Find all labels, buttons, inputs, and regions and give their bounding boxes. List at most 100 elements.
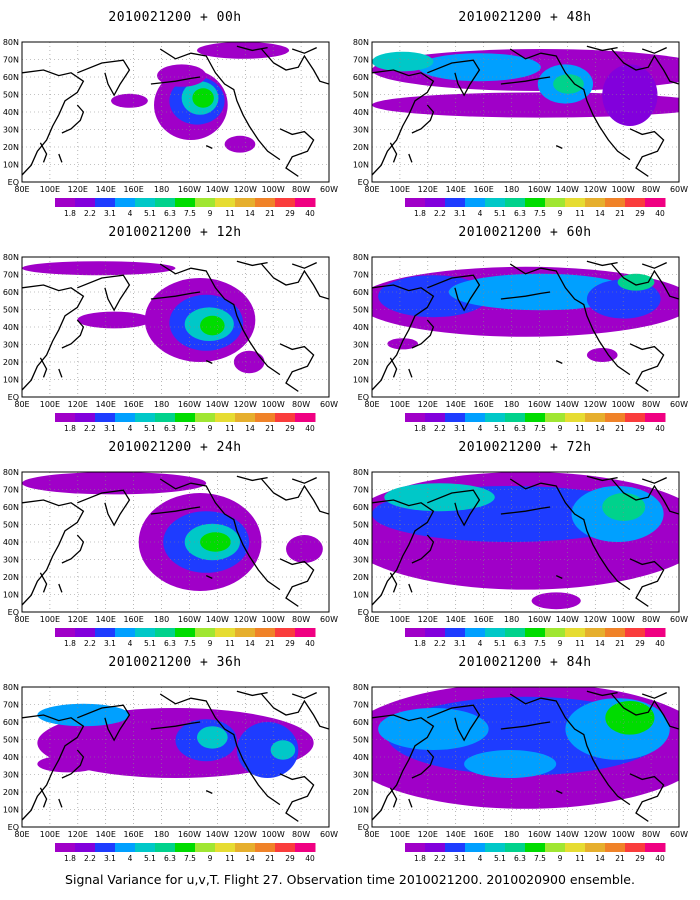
colorbar-label: 5.1	[144, 854, 156, 863]
lat-tick-label: 60N	[3, 718, 19, 727]
lon-tick-label: 180	[504, 400, 519, 409]
lat-tick-label: 80N	[3, 38, 19, 47]
colorbar-swatch	[195, 628, 216, 637]
lon-tick-label: 60W	[320, 185, 338, 194]
lon-tick-label: 140W	[556, 185, 579, 194]
lat-tick-label: 20N	[3, 358, 19, 367]
lon-tick-label: 80E	[364, 185, 379, 194]
colorbar-label: 5.1	[494, 854, 506, 863]
colorbar-swatch	[55, 843, 76, 852]
lon-tick-label: 140E	[446, 615, 466, 624]
lon-tick-label: 100E	[390, 615, 410, 624]
coastline	[509, 693, 631, 806]
colorbar-swatch	[505, 843, 526, 852]
lat-tick-label: 80N	[353, 683, 369, 692]
coastline	[261, 48, 329, 85]
coastline	[500, 721, 551, 730]
variance-contour	[553, 74, 584, 94]
lon-tick-label: 100W	[262, 830, 285, 839]
colorbar-label: 6.3	[514, 424, 526, 433]
colorbar-label: 29	[635, 854, 645, 863]
variance-contour	[77, 311, 151, 329]
lat-tick-label: 80N	[353, 253, 369, 262]
coastline	[411, 104, 435, 134]
lon-tick-label: 160E	[473, 830, 493, 839]
coastline	[427, 59, 481, 97]
lon-tick-label: 120W	[584, 185, 607, 194]
lon-tick-label: 80E	[364, 615, 379, 624]
colorbar-label: 5.1	[144, 639, 156, 648]
variance-contour	[22, 472, 207, 495]
lon-tick-label: 100W	[262, 400, 285, 409]
colorbar-label: 3.1	[104, 639, 116, 648]
lat-tick-label: 70N	[353, 56, 369, 65]
variance-contour	[418, 53, 541, 82]
colorbar-swatch	[645, 628, 666, 637]
variance-contour	[605, 701, 655, 735]
colorbar-label: 11	[575, 209, 585, 218]
colorbar-swatch	[55, 198, 76, 207]
colorbar-label: 1.8	[414, 639, 426, 648]
colorbar-label: 5.1	[494, 209, 506, 218]
colorbar-swatch	[275, 198, 296, 207]
coastline	[150, 721, 201, 730]
colorbar-label: 4	[478, 424, 483, 433]
lat-tick-label: 70N	[353, 271, 369, 280]
variance-contour	[286, 535, 323, 563]
lat-tick-label: 60N	[3, 73, 19, 82]
forecast-panel: 2010021200 + 00h 80N 70N 60N 50N 40N 30N 20N 10N…	[0, 0, 350, 225]
colorbar-swatch	[215, 628, 236, 637]
variance-contour	[236, 722, 299, 778]
colorbar-label: 40	[305, 424, 315, 433]
variance-contour	[378, 708, 489, 750]
coastline	[77, 489, 131, 527]
lon-tick-label: 100W	[262, 615, 285, 624]
coastline	[372, 69, 435, 176]
colorbar-swatch	[605, 843, 626, 852]
colorbar-label: 4	[128, 424, 133, 433]
map-frame	[21, 256, 330, 398]
colorbar-label: 2.2	[434, 854, 446, 863]
lat-tick-label: 80N	[3, 468, 19, 477]
forecast-panel: 2010021200 + 60h 80N 70N 60N 50N 40N 30N 20N 10N…	[350, 215, 700, 440]
figure-caption: Signal Variance for u,v,T. Flight 27. Ob…	[65, 872, 635, 887]
coastline	[641, 262, 667, 269]
coastline	[61, 104, 85, 134]
lat-tick-label: 20N	[353, 358, 369, 367]
lon-tick-label: 80E	[364, 400, 379, 409]
lon-tick-label: 100E	[40, 830, 60, 839]
lon-tick-label: 60W	[320, 830, 338, 839]
lon-tick-label: 120E	[418, 185, 438, 194]
lon-tick-label: 180	[154, 400, 169, 409]
colorbar-swatch	[505, 628, 526, 637]
lat-tick-label: 70N	[3, 271, 19, 280]
lat-tick-label: 70N	[353, 486, 369, 495]
lon-tick-label: 160W	[528, 830, 551, 839]
coastline	[236, 45, 268, 52]
coastline	[629, 343, 665, 392]
colorbar-swatch	[625, 628, 646, 637]
colorbar-swatch	[235, 843, 256, 852]
colorbar-swatch	[235, 198, 256, 207]
lon-tick-label: 80W	[292, 400, 310, 409]
lon-tick-label: 100E	[40, 615, 60, 624]
coastline	[611, 478, 679, 515]
colorbar-swatch	[585, 198, 606, 207]
colorbar-swatch	[545, 843, 566, 852]
colorbar-label: 4	[128, 209, 133, 218]
forecast-panel: 2010021200 + 84h 80N 70N 60N 50N 40N 30N 20N 10N…	[350, 645, 700, 870]
coastline	[261, 263, 329, 300]
lon-tick-label: 160E	[123, 830, 143, 839]
lon-tick-label: 180	[504, 615, 519, 624]
lat-tick-label: EQ	[8, 823, 19, 832]
coastline	[411, 749, 435, 779]
coastline	[58, 153, 63, 163]
colorbar-swatch	[255, 628, 276, 637]
colorbar-swatch	[115, 843, 136, 852]
colorbar-swatch	[425, 413, 446, 422]
colorbar-label: 5.1	[494, 424, 506, 433]
colorbar-label: 1.8	[64, 639, 76, 648]
colorbar-swatch	[605, 413, 626, 422]
coastline	[77, 59, 131, 97]
